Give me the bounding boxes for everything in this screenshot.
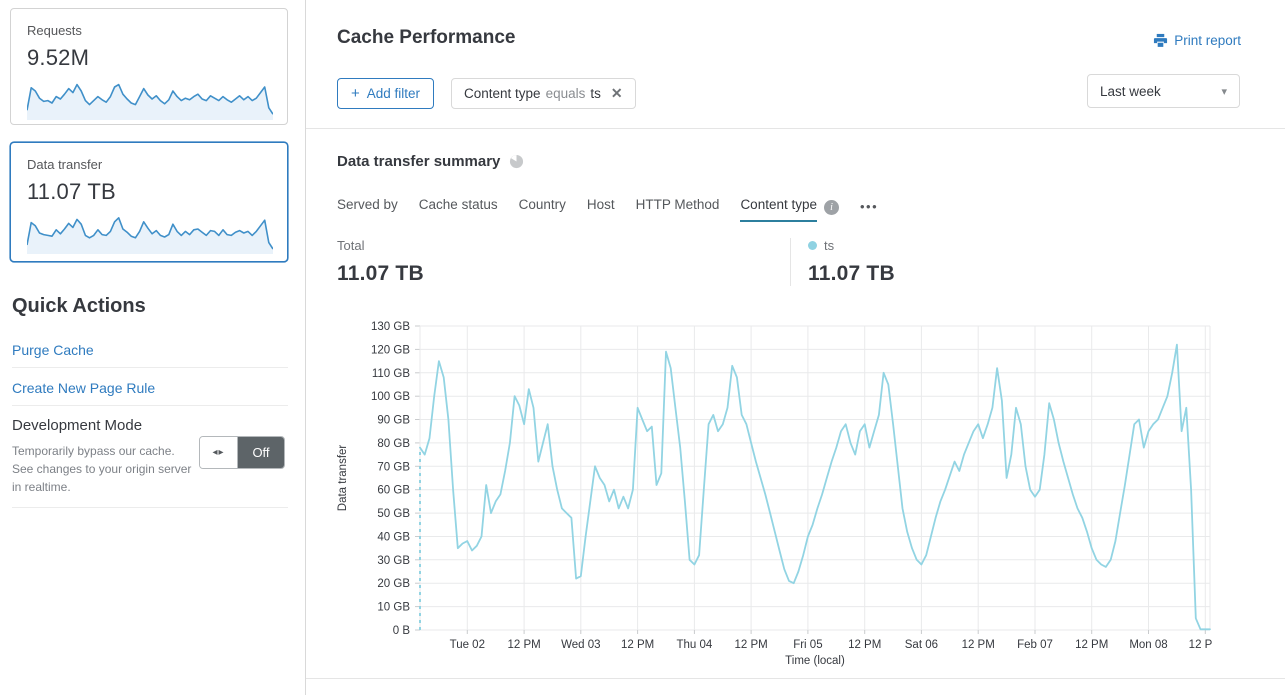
svg-text:80 GB: 80 GB — [377, 438, 410, 450]
svg-text:12 PM: 12 PM — [507, 639, 540, 651]
requests-card-value: 9.52M — [27, 45, 90, 70]
tab-host[interactable]: Host — [586, 197, 615, 212]
divider — [12, 507, 288, 508]
data-transfer-chart: 0 B 10 GB 20 GB 30 GB 40 GB 50 GB 60 GB 70 GB 80… — [337, 321, 1212, 667]
svg-text:Sat 06: Sat 06 — [905, 639, 938, 651]
data-transfer-card-value: 11.07 TB — [27, 179, 116, 204]
svg-text:12 PM: 12 PM — [621, 639, 654, 651]
development-mode-title: Development Mode — [12, 417, 143, 434]
svg-text:Tue 02: Tue 02 — [450, 639, 485, 651]
svg-text:Fri 05: Fri 05 — [793, 639, 822, 651]
purge-cache-link[interactable]: Purge Cache — [12, 342, 94, 358]
tab-cache-status[interactable]: Cache status — [418, 197, 498, 212]
series-legend-block[interactable]: ts 11.07 TB — [791, 238, 895, 286]
svg-text:10 GB: 10 GB — [377, 602, 410, 614]
time-range-select[interactable]: Last week ▾ — [1087, 74, 1240, 108]
chevron-down-icon: ▾ — [1221, 85, 1227, 98]
divider — [306, 128, 1285, 129]
svg-text:110 GB: 110 GB — [372, 368, 410, 380]
svg-text:0 B: 0 B — [393, 625, 411, 637]
total-label: Total — [337, 238, 365, 253]
more-tabs-button[interactable]: ••• — [860, 199, 879, 214]
quick-actions-title: Quick Actions — [12, 295, 146, 317]
requests-sparkline — [27, 83, 273, 120]
divider — [12, 367, 288, 368]
svg-text:50 GB: 50 GB — [377, 508, 410, 520]
add-filter-button[interactable]: + Add filter — [337, 78, 435, 109]
svg-text:12 PM: 12 PM — [962, 639, 995, 651]
totals-row: Total 11.07 TB ts 11.07 TB — [337, 238, 1240, 286]
svg-text:Data transfer: Data transfer — [337, 445, 349, 512]
close-icon[interactable]: ✕ — [610, 85, 623, 101]
page-title: Cache Performance — [337, 27, 516, 48]
tab-country[interactable]: Country — [518, 197, 566, 212]
filter-operator: equals — [545, 86, 586, 101]
legend-dot-icon — [808, 241, 817, 250]
info-icon[interactable]: i — [824, 200, 839, 215]
filter-chip[interactable]: Content type equals ts ✕ — [451, 78, 636, 109]
svg-text:Wed 03: Wed 03 — [561, 639, 600, 651]
data-transfer-sparkline — [27, 216, 273, 254]
series-label: ts — [824, 238, 835, 253]
svg-text:12 PM: 12 PM — [1075, 639, 1108, 651]
svg-text:20 GB: 20 GB — [377, 578, 410, 590]
summary-title-row: Data transfer summary — [337, 153, 524, 170]
toggle-arrows-icon: ◂▸ — [200, 437, 238, 468]
svg-text:12 PM: 12 PM — [734, 639, 767, 651]
total-value: 11.07 TB — [337, 262, 424, 285]
requests-card[interactable]: Requests 9.52M — [10, 8, 288, 125]
svg-text:40 GB: 40 GB — [377, 532, 410, 544]
summary-title: Data transfer summary — [337, 153, 501, 170]
toggle-state-label: Off — [238, 437, 284, 468]
svg-text:60 GB: 60 GB — [377, 485, 410, 497]
tab-served-by[interactable]: Served by — [337, 197, 398, 212]
development-mode-description: Temporarily bypass our cache. See change… — [12, 444, 192, 495]
svg-text:30 GB: 30 GB — [377, 555, 410, 567]
filter-value: ts — [590, 86, 601, 101]
tab-content-type[interactable]: Content type — [740, 197, 817, 222]
divider — [306, 678, 1285, 679]
svg-text:12 PM: 12 PM — [1189, 639, 1212, 651]
development-mode-toggle[interactable]: ◂▸ Off — [199, 436, 285, 469]
total-block: Total 11.07 TB — [337, 238, 791, 286]
main-panel: Cache Performance Print report + Add fil… — [305, 0, 1285, 695]
print-report-label: Print report — [1174, 33, 1241, 48]
requests-card-label: Requests — [27, 23, 82, 38]
add-filter-label: Add filter — [366, 86, 421, 101]
svg-text:130 GB: 130 GB — [371, 321, 410, 333]
data-transfer-card[interactable]: Data transfer 11.07 TB — [10, 142, 288, 262]
time-range-value: Last week — [1100, 83, 1161, 99]
summary-tabs: Served by Cache status Country Host HTTP… — [337, 197, 878, 222]
svg-text:100 GB: 100 GB — [371, 391, 410, 403]
create-page-rule-link[interactable]: Create New Page Rule — [12, 380, 156, 396]
filter-field: Content type — [464, 86, 541, 101]
svg-text:Feb 07: Feb 07 — [1017, 639, 1053, 651]
tab-http-method[interactable]: HTTP Method — [635, 197, 720, 212]
data-transfer-card-label: Data transfer — [27, 157, 103, 172]
svg-text:Thu 04: Thu 04 — [676, 639, 712, 651]
print-report-button[interactable]: Print report — [1153, 33, 1241, 48]
series-value: 11.07 TB — [808, 262, 895, 285]
divider — [12, 405, 288, 406]
svg-text:12 PM: 12 PM — [848, 639, 881, 651]
svg-text:70 GB: 70 GB — [377, 461, 410, 473]
pie-chart-icon — [510, 154, 524, 169]
printer-icon — [1154, 33, 1168, 47]
svg-text:Time (local): Time (local) — [785, 655, 845, 667]
svg-text:Mon 08: Mon 08 — [1129, 639, 1167, 651]
svg-text:120 GB: 120 GB — [371, 344, 410, 356]
svg-text:90 GB: 90 GB — [377, 415, 410, 427]
plus-icon: + — [351, 85, 360, 102]
sidebar: Requests 9.52M Data transfer 11.07 TB Qu… — [0, 0, 305, 695]
